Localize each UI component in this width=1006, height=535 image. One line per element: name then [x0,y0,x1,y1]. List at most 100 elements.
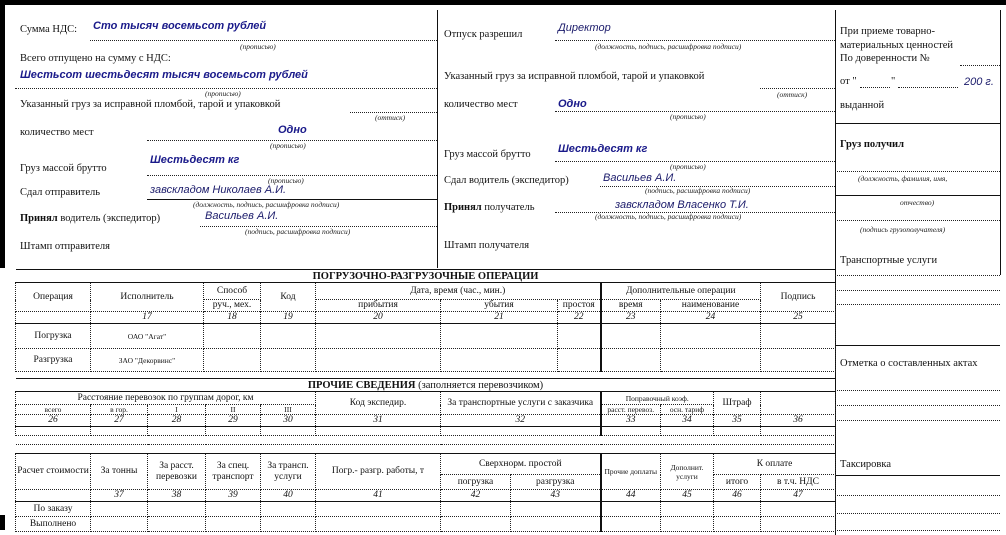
total-label: Всего отпущено на сумму с НДС: [20,53,171,64]
cell[interactable] [315,323,441,349]
col-header: Расчет стоимости [15,453,91,490]
places-value[interactable]: Одно [558,98,587,110]
cell[interactable] [713,516,761,532]
sub-header: время [599,299,661,312]
sub-header: II [205,404,261,415]
caption: отчество) [900,198,935,207]
cell[interactable] [203,348,261,372]
cell[interactable] [660,426,714,436]
field-line [835,495,1000,496]
num-cell: 37 [90,489,148,502]
cell[interactable] [510,501,601,517]
cell[interactable] [205,516,261,532]
cell[interactable] [557,348,601,372]
field-line [760,88,835,89]
row-label: По заказу [15,501,91,517]
cell[interactable] [205,426,261,436]
cell[interactable] [90,516,148,532]
left-border [0,0,5,268]
cell[interactable] [315,501,441,517]
driver-value[interactable]: Васильев А.И. [205,210,279,222]
vat-value[interactable]: Сто тысяч восемьсот рублей [93,20,267,32]
receiver-label: Принял получатель [444,202,534,213]
cell[interactable] [315,426,441,436]
sub-header: наименование [660,299,761,312]
acts-label: Отметка о составленных актах [840,358,978,369]
num-cell: 46 [713,489,761,502]
cell[interactable] [315,348,441,372]
executor-cell[interactable]: ОАО "Агат" [90,323,204,349]
num-cell: 35 [713,414,761,427]
cell[interactable] [599,516,661,532]
sub-header: прибытия [315,299,441,312]
cell[interactable] [599,323,661,349]
cell[interactable] [660,501,714,517]
cell[interactable] [260,501,316,517]
cell[interactable] [510,516,601,532]
gross-value[interactable]: Шестьдесят кг [150,154,240,166]
cell[interactable] [660,348,761,372]
cell[interactable] [759,323,837,349]
cell[interactable] [759,426,837,436]
num-cell: 30 [260,414,316,427]
cell[interactable] [760,501,836,517]
cell[interactable] [759,348,837,372]
cell[interactable] [440,426,601,436]
row-label: Выполнено [15,516,91,532]
seal-label: Указанный груз за исправной пломбой, тар… [444,71,705,82]
cell[interactable] [90,426,148,436]
released-value[interactable]: Директор [558,22,611,34]
sub-header: в т.ч. НДС [760,474,836,490]
right-line2: материальных ценностей [840,40,953,51]
num-cell: 47 [760,489,836,502]
cell[interactable] [15,426,91,436]
cell[interactable] [440,501,511,517]
num-cell: 43 [510,489,601,502]
gross-value[interactable]: Шестьдесят кг [558,143,648,155]
col-header: Исполнитель [90,282,204,312]
receiver-value[interactable]: завскладом Власенко Т.И. [615,199,749,211]
cell[interactable] [713,501,761,517]
cell[interactable] [660,516,714,532]
field-line [835,390,1000,391]
top-border [0,0,1006,5]
caption: (прописью) [670,162,706,171]
cell[interactable] [599,348,661,372]
divider [835,475,1000,476]
cell[interactable] [205,501,261,517]
year: 200 г. [964,76,994,88]
cell[interactable] [557,323,601,349]
cell[interactable] [260,426,316,436]
shipper-value[interactable]: завскладом Николаев А.И. [150,184,287,196]
field-line [555,161,835,162]
cell[interactable] [90,501,148,517]
col-header: Код экспедир. [315,391,441,415]
cell[interactable] [147,426,206,436]
cell[interactable] [660,323,761,349]
total-value[interactable]: Шестьсот шестьдесят тысяч восемьсот рубл… [20,69,308,81]
title-bold: ПРОЧИЕ СВЕДЕНИЯ [307,379,416,391]
cell[interactable] [260,516,316,532]
cell[interactable] [713,426,761,436]
cell[interactable] [147,516,206,532]
cell[interactable] [260,348,316,372]
caption: (прописью) [240,42,276,51]
driver-value[interactable]: Васильев А.И. [603,172,677,184]
num-cell: 41 [315,489,441,502]
field-line [835,420,1000,421]
cell[interactable] [440,348,558,372]
cell[interactable] [440,323,558,349]
cell[interactable] [599,426,661,436]
cell[interactable] [203,323,261,349]
power-label: По доверенности № [840,53,930,64]
cell[interactable] [260,323,316,349]
cell[interactable] [315,516,441,532]
cell[interactable] [599,501,661,517]
cell[interactable] [760,516,836,532]
cell[interactable] [440,516,511,532]
cell[interactable] [147,501,206,517]
places-value[interactable]: Одно [278,124,307,136]
field-line [835,530,1000,531]
executor-cell[interactable]: ЗАО "Декорвинс" [90,348,204,372]
field-line [860,87,890,88]
